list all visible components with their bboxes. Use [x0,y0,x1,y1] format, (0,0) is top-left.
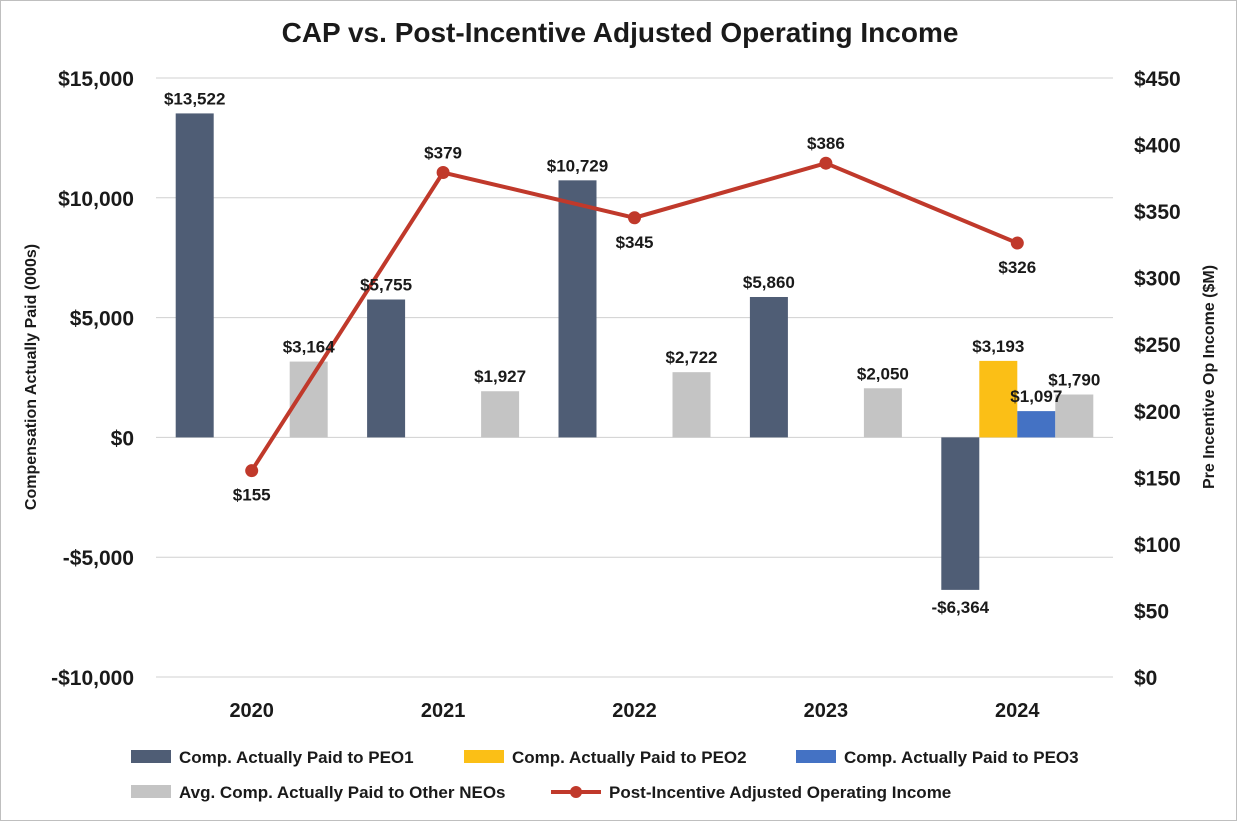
data-label: $1,790 [1048,371,1100,390]
category-label: 2023 [804,700,849,722]
category-label: 2022 [612,700,657,722]
left-axis-tick-label: -$10,000 [51,667,134,690]
legend-label: Comp. Actually Paid to PEO3 [844,748,1079,767]
legend-swatch [131,785,171,798]
line-point [245,464,259,478]
left-axis-tick-label: -$5,000 [63,547,134,570]
data-label: $5,755 [360,276,412,295]
data-label: $3,193 [972,337,1024,356]
legend-label: Post-Incentive Adjusted Operating Income [609,783,951,802]
chart-title: CAP vs. Post-Incentive Adjusted Operatin… [282,17,959,48]
bar [672,372,711,438]
right-axis-tick-label: $200 [1134,401,1181,424]
left-axis-title: Compensation Actually Paid (000s) [23,244,40,510]
right-axis-tick-label: $0 [1134,667,1157,690]
right-axis-tick-label: $450 [1134,68,1181,91]
right-axis-ticks: $450 $400 $350 $300 $250 $200 $150 $100 $50 $0 [1134,68,1181,690]
category-label: 2020 [229,700,274,722]
bar [941,437,980,590]
line-data-label: $379 [424,144,462,163]
category-axis: 2020 2021 2022 2023 2024 [229,700,1040,722]
left-axis-tick-label: $5,000 [70,308,134,331]
legend-label: Comp. Actually Paid to PEO1 [179,748,414,767]
right-axis-tick-label: $300 [1134,268,1181,291]
line-data-label: $345 [616,233,654,252]
line-data-label: $155 [233,486,271,505]
right-axis-tick-label: $100 [1134,534,1181,557]
bar [1017,411,1056,438]
bar [558,180,597,438]
data-label: $13,522 [164,89,225,108]
data-label: $2,050 [857,364,909,383]
legend: Comp. Actually Paid to PEO1 Comp. Actuall… [131,748,1079,802]
bar [1055,394,1094,438]
bar [175,113,214,438]
line-data-label: $326 [998,258,1036,277]
right-axis-tick-label: $400 [1134,135,1181,158]
category-label: 2024 [995,700,1040,722]
data-label: $1,097 [1010,387,1062,406]
left-axis-ticks: $15,000 $10,000 $5,000 $0 -$5,000 -$10,000 [51,68,134,690]
legend-swatch [796,750,836,763]
data-label: $1,927 [474,367,526,386]
legend-swatch [131,750,171,763]
category-label: 2021 [421,700,466,722]
line-series [245,156,1024,478]
left-axis-tick-label: $10,000 [58,188,134,211]
bar [367,299,406,438]
bar [979,360,1018,438]
data-label: $3,164 [283,338,336,357]
line-point [1010,236,1024,250]
bar-series [175,113,1094,590]
legend-marker [570,786,582,798]
legend-swatch [464,750,504,763]
data-label: $2,722 [666,348,718,367]
right-axis-tick-label: $250 [1134,334,1181,357]
legend-label: Comp. Actually Paid to PEO2 [512,748,747,767]
data-label: -$6,364 [931,598,989,617]
bar [481,391,520,438]
data-labels: $13,522 $5,755 $10,729 $5,860 -$6,364 $3,193 $… [164,89,1100,616]
line-point [628,211,641,225]
legend-label: Avg. Comp. Actually Paid to Other NEOs [179,783,506,802]
data-label: $5,860 [743,273,795,292]
bar [749,296,788,438]
line-point [819,156,833,170]
right-axis-tick-label: $350 [1134,201,1181,224]
bar [863,388,902,438]
data-label: $10,729 [547,156,608,175]
line-series-path [250,161,1019,472]
right-axis-title: Pre Incentive Op Income ($M) [1201,265,1218,489]
left-axis-tick-label: $0 [111,427,134,450]
right-axis-tick-label: $150 [1134,467,1181,490]
line-data-label: $386 [807,134,845,153]
right-axis-tick-label: $50 [1134,600,1169,623]
left-axis-tick-label: $15,000 [58,68,134,91]
line-point [436,166,450,180]
